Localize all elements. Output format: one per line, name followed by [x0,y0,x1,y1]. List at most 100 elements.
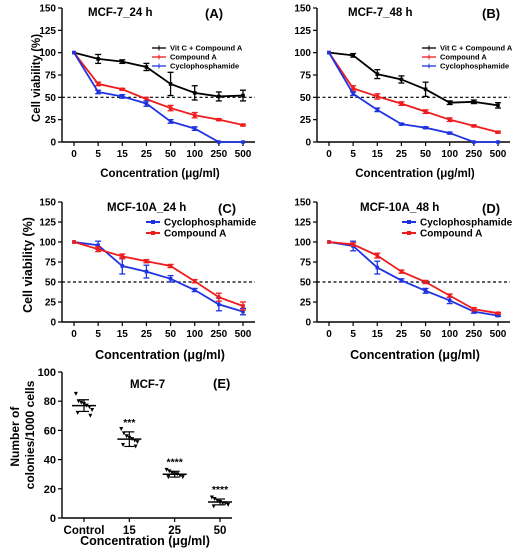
x-tick-label: Control [64,525,105,537]
series-line [73,241,244,307]
data-point [96,243,100,247]
data-point [212,497,217,502]
data-point [144,259,149,263]
data-point [72,240,76,244]
data-point [447,100,452,105]
data-point [192,113,197,117]
data-point [423,109,428,114]
legend-label: Compound A [420,229,482,240]
x-tick-label: 25 [141,329,153,340]
panel-e: MCF-7 (E) Number of colonies/1000 cells … [8,376,230,548]
legend-label: Compound A [440,53,487,62]
y-tick-label: 150 [39,198,56,209]
x-tick-label: 5 [95,329,101,340]
y-tick-label: 25 [300,115,312,126]
x-tick-label: 500 [235,329,252,340]
y-tick-label: 100 [38,367,56,379]
data-point [496,311,500,315]
data-point [217,302,221,307]
x-tick-label: 100 [441,329,458,340]
y-tick-label: 25 [45,298,57,309]
data-point [135,440,140,445]
x-tick-label: 50 [165,329,177,340]
series-line [328,52,499,134]
series-1 [72,50,246,127]
y-tick-label: 150 [294,4,311,15]
series-line [73,241,244,313]
data-point [351,91,355,96]
x-tick-label: 15 [372,329,384,340]
x-tick-label: 15 [117,329,129,340]
data-point [375,94,380,99]
data-point [96,57,100,61]
panel-a: MCF-7_24 h (A) Cell viability (%) Concen… [31,6,223,180]
y-tick-label: 25 [300,298,312,309]
x-tick-label: 50 [420,149,432,160]
panel-a-title: MCF-7_24 h [88,7,153,19]
x-tick-label: 15 [372,149,384,160]
panel-d-title: MCF-10A_48 h [360,202,439,214]
data-point [375,108,380,112]
y-tick-label: 50 [300,93,312,104]
data-point [96,82,100,86]
y-tick-label: 150 [294,198,311,209]
data-point [168,106,173,110]
data-point [209,495,214,500]
panel-3-plot: 0 25 50 75 100 125 150 0 5 15 25 50 100 250 500 Cycloph… [294,198,512,341]
legend-label: Cyclophosphamide [170,62,239,71]
panel-e-ylabel: Number of colonies/1000 cells [8,380,37,489]
panel-c-title: MCF-10A_24 h [107,202,186,214]
x-tick-label: 15 [117,149,129,160]
data-point [496,313,500,318]
data-point [241,304,245,308]
legend-label: Cyclophosphamide [420,218,513,229]
data-point [472,124,476,128]
data-point [164,467,169,472]
x-tick-label: 50 [420,329,432,340]
data-point [399,269,404,274]
significance-label: *** [123,417,136,429]
series-1 [327,50,501,134]
y-tick-label: 125 [294,26,311,37]
y-tick-label: 75 [300,71,312,82]
data-point [144,101,149,106]
panel-b-xlabel: Concentration (μg/ml) [355,168,475,180]
x-tick-label: 100 [186,329,203,340]
panel-e-xlabel: Concentration (μg/ml) [80,534,210,548]
data-point [124,434,129,439]
x-tick-label: 250 [466,149,483,160]
x-tick-label: 25 [396,149,408,160]
data-point [496,103,500,108]
y-tick-label: 80 [44,396,56,408]
data-point [72,50,76,55]
x-tick-label: 0 [326,329,332,340]
data-point [327,50,331,55]
x-tick-label: 100 [186,149,203,160]
legend-label: Vit C + Compound A [170,44,243,53]
panel-d: MCF-10A_48 h (D) Concentration (μg/ml) [350,201,500,362]
series-1 [327,240,501,315]
legend-marker [407,231,411,235]
x-tick-label: 5 [95,149,101,160]
group-1: *** [117,417,142,449]
data-point [351,242,355,247]
data-point [399,101,404,106]
legend-item: Compound A [402,229,482,240]
panel-c-label: (C) [218,201,236,216]
panel-b-label: (B) [482,6,500,21]
data-point [120,87,125,92]
data-point [144,269,149,274]
data-point [120,254,125,259]
data-point [423,280,428,284]
data-point [447,298,452,303]
data-point [423,125,428,130]
data-point [423,87,428,92]
data-point [375,253,380,258]
data-point [496,130,500,134]
data-point [168,264,173,268]
panel-b: MCF-7_48 h (B) Concentration (μg/ml) [348,6,500,180]
panel-a-label: (A) [205,6,223,21]
series-line [328,241,499,317]
